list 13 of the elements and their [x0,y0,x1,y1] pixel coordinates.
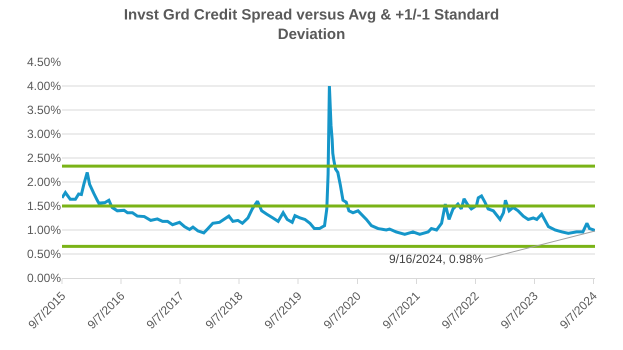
annotation: 9/16/2024, 0.98% [389,252,484,266]
line-series [62,84,595,236]
y-tick-label: 4.50% [26,55,62,70]
y-tick-label: 2.00% [26,175,62,190]
y-tick-label: 1.50% [26,199,62,214]
chart-title: Invst Grd Credit Spread versus Avg & +1/-1 Standard Deviation [124,6,500,43]
y-tick-label: 3.50% [26,103,62,118]
y-tick-label: 0.00% [26,271,62,286]
y-tick-label: 4.00% [26,79,62,94]
y-tick-label: 3.00% [26,127,62,142]
y-tick-label: 1.00% [26,223,62,238]
y-tick-label: 2.50% [26,151,62,166]
y-tick-label: 0.50% [26,247,62,262]
